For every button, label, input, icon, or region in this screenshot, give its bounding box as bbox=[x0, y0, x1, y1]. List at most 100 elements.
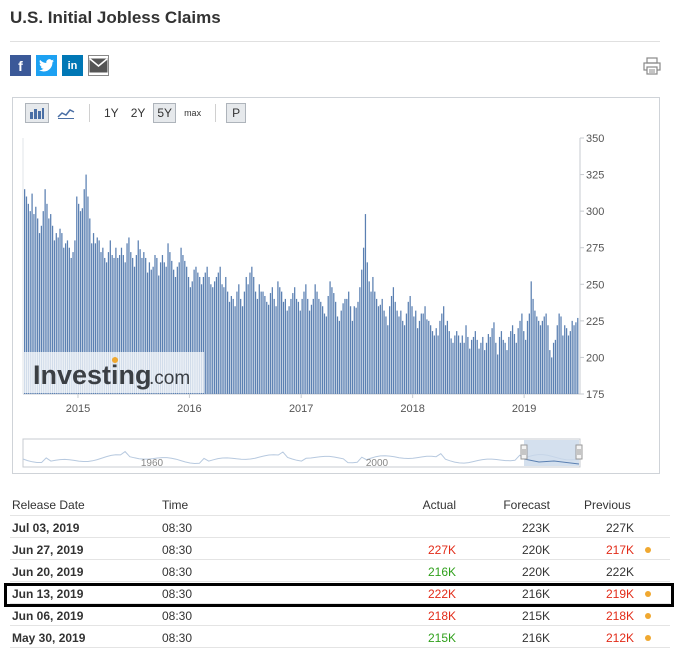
bar[interactable] bbox=[295, 298, 298, 394]
bar[interactable] bbox=[122, 255, 124, 394]
bar[interactable] bbox=[342, 303, 344, 394]
bar[interactable] bbox=[564, 325, 566, 394]
bar[interactable] bbox=[331, 287, 333, 394]
bar[interactable] bbox=[163, 262, 165, 394]
bar[interactable] bbox=[416, 328, 419, 394]
bar[interactable] bbox=[53, 240, 56, 394]
bar[interactable] bbox=[338, 320, 341, 394]
bar[interactable] bbox=[528, 313, 530, 394]
bar[interactable] bbox=[25, 196, 28, 394]
bar[interactable] bbox=[420, 313, 422, 394]
bar[interactable] bbox=[428, 320, 430, 394]
bar[interactable] bbox=[389, 306, 391, 394]
bar[interactable] bbox=[487, 334, 489, 394]
bar[interactable] bbox=[521, 313, 523, 394]
bar[interactable] bbox=[76, 196, 78, 394]
bar[interactable] bbox=[245, 276, 247, 394]
bar[interactable] bbox=[281, 291, 283, 394]
bar[interactable] bbox=[70, 257, 72, 394]
bar[interactable] bbox=[57, 237, 59, 394]
bar[interactable] bbox=[105, 262, 108, 394]
email-icon[interactable] bbox=[88, 55, 109, 76]
bar[interactable] bbox=[325, 316, 327, 394]
range-navigator[interactable]: 1960 2000 bbox=[13, 98, 659, 475]
bar[interactable] bbox=[243, 291, 246, 394]
bar[interactable] bbox=[314, 284, 316, 394]
bar[interactable] bbox=[552, 342, 555, 394]
bar[interactable] bbox=[364, 214, 367, 394]
bar[interactable] bbox=[79, 211, 82, 394]
bar[interactable] bbox=[379, 304, 381, 394]
bar[interactable] bbox=[385, 316, 387, 394]
bar[interactable] bbox=[200, 284, 203, 394]
navigator-selection[interactable] bbox=[524, 440, 579, 466]
bar[interactable] bbox=[66, 240, 69, 394]
bar[interactable] bbox=[33, 214, 35, 394]
bar[interactable] bbox=[517, 328, 519, 394]
bar[interactable] bbox=[161, 255, 164, 394]
bar[interactable] bbox=[107, 252, 110, 394]
bar[interactable] bbox=[348, 291, 350, 394]
bar[interactable] bbox=[234, 306, 236, 394]
bar[interactable] bbox=[489, 336, 491, 394]
bar[interactable] bbox=[301, 298, 303, 394]
bar[interactable] bbox=[24, 189, 26, 394]
bar[interactable] bbox=[539, 325, 542, 394]
bar[interactable] bbox=[146, 272, 149, 394]
bar[interactable] bbox=[186, 266, 188, 394]
bar[interactable] bbox=[156, 257, 158, 394]
bar[interactable] bbox=[482, 336, 484, 394]
bar[interactable] bbox=[411, 306, 413, 394]
bar[interactable] bbox=[202, 276, 205, 394]
bar[interactable] bbox=[362, 247, 365, 394]
bar[interactable] bbox=[554, 339, 557, 394]
bar[interactable] bbox=[213, 281, 216, 394]
bar[interactable] bbox=[456, 331, 458, 394]
bar[interactable] bbox=[81, 208, 83, 394]
bar[interactable] bbox=[46, 203, 48, 394]
bar[interactable] bbox=[247, 284, 249, 394]
bar[interactable] bbox=[189, 287, 192, 394]
bar[interactable] bbox=[340, 310, 342, 394]
bar[interactable] bbox=[113, 257, 115, 394]
bar[interactable] bbox=[472, 336, 475, 394]
bar[interactable] bbox=[176, 266, 178, 394]
bar[interactable] bbox=[195, 266, 197, 394]
bar[interactable] bbox=[506, 350, 508, 394]
bar[interactable] bbox=[498, 336, 501, 394]
bar[interactable] bbox=[193, 269, 195, 394]
bar[interactable] bbox=[100, 252, 102, 394]
bar[interactable] bbox=[236, 291, 238, 394]
bar[interactable] bbox=[511, 325, 514, 394]
bar[interactable] bbox=[180, 247, 182, 394]
bar[interactable] bbox=[96, 237, 98, 394]
bar[interactable] bbox=[493, 322, 495, 394]
bar[interactable] bbox=[476, 339, 478, 394]
bar[interactable] bbox=[154, 255, 156, 394]
bar[interactable] bbox=[290, 298, 292, 394]
bar[interactable] bbox=[519, 320, 521, 394]
bar[interactable] bbox=[381, 298, 383, 394]
bar[interactable] bbox=[353, 306, 355, 394]
bar[interactable] bbox=[534, 310, 536, 394]
bar[interactable] bbox=[128, 237, 130, 394]
bar[interactable] bbox=[64, 243, 67, 394]
bar[interactable] bbox=[63, 247, 65, 394]
bar[interactable] bbox=[258, 284, 260, 394]
bar-chart-toggle-icon[interactable] bbox=[25, 103, 49, 123]
bar[interactable] bbox=[254, 291, 257, 394]
bar[interactable] bbox=[543, 316, 545, 394]
bar[interactable] bbox=[249, 272, 251, 394]
bar[interactable] bbox=[515, 342, 517, 394]
bar[interactable] bbox=[223, 287, 225, 394]
bar[interactable] bbox=[40, 225, 43, 394]
bar[interactable] bbox=[485, 342, 488, 394]
bar[interactable] bbox=[383, 310, 385, 394]
bar[interactable] bbox=[461, 335, 463, 394]
bar[interactable] bbox=[102, 247, 104, 394]
bar[interactable] bbox=[368, 281, 370, 394]
bar[interactable] bbox=[130, 252, 132, 394]
bar[interactable] bbox=[407, 301, 409, 394]
bar[interactable] bbox=[271, 287, 273, 394]
bar[interactable] bbox=[444, 325, 447, 394]
